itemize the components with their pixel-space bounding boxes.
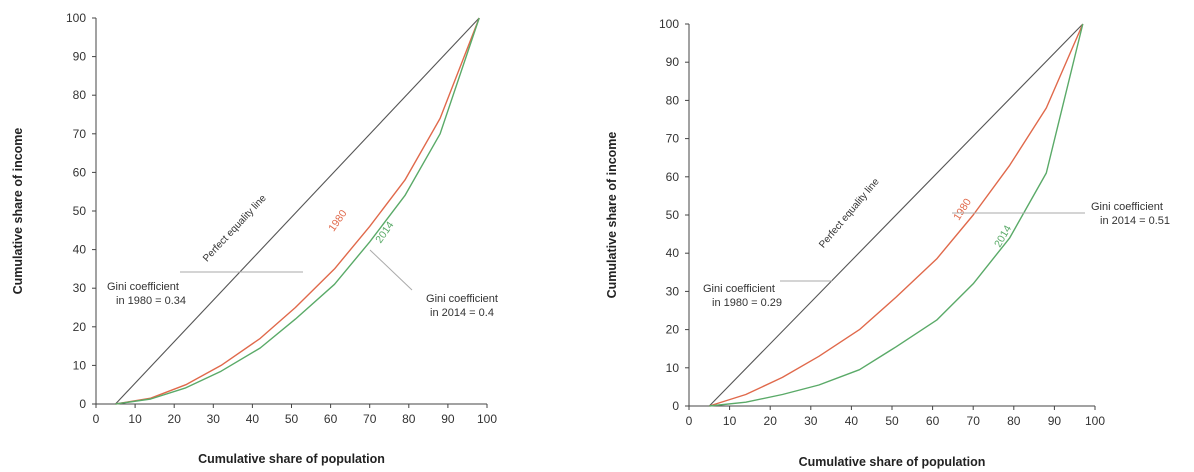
y-tick-label: 40 <box>666 246 680 260</box>
annotation-line: in 1980 = 0.29 <box>712 297 782 309</box>
annotation-line: in 1980 = 0.34 <box>116 295 186 307</box>
series-line-perfect-equality <box>708 23 1084 407</box>
y-tick-label: 50 <box>73 204 87 218</box>
y-tick-label: 10 <box>73 358 87 372</box>
x-tick-label: 60 <box>926 414 940 428</box>
gini-annotation: Gini coefficient in 1980 = 0.34 <box>107 281 186 307</box>
x-tick-label: 40 <box>845 414 859 428</box>
chart-2: 0 10 20 30 40 50 60 70 80 90 100 0 10 20 30 40 50 60 70 80 9… <box>605 17 1170 469</box>
x-tick-label: 90 <box>1048 414 1062 428</box>
x-axis-title: Cumulative share of population <box>198 452 385 466</box>
y-tick-label: 0 <box>79 397 86 411</box>
y-tick-label: 40 <box>73 243 87 257</box>
gini-annotation: Gini coefficient in 2014 = 0.4 <box>426 293 498 319</box>
y-axis-title: Cumulative share of income <box>11 128 25 295</box>
gini-annotation: Gini coefficient in 1980 = 0.29 <box>703 283 782 309</box>
x-axis-title: Cumulative share of population <box>799 455 986 469</box>
annotation-line: Gini coefficient <box>1091 201 1163 213</box>
x-tick-label: 90 <box>441 412 455 426</box>
y-axis-title: Cumulative share of income <box>605 132 619 299</box>
gini-annotation: Gini coefficient in 2014 = 0.51 <box>1091 201 1170 227</box>
annotation-line: Gini coefficient <box>107 281 179 293</box>
x-tick-label: 30 <box>207 412 221 426</box>
x-tick-label: 30 <box>804 414 818 428</box>
series-line-2014 <box>709 23 1084 407</box>
chart-1: 0 10 20 30 40 50 60 70 80 90 100 0 10 20 30 40 50 60 70 80 9… <box>11 11 498 466</box>
x-tick-label: 100 <box>1085 414 1105 428</box>
y-tick-label: 0 <box>672 399 679 413</box>
y-tick-label: 100 <box>66 11 86 25</box>
series-label-perfect-equality: Perfect equality line <box>201 193 269 265</box>
y-tick-label: 90 <box>73 50 87 64</box>
y-tick-label: 90 <box>666 55 680 69</box>
x-tick-label: 0 <box>686 414 693 428</box>
x-tick-label: 20 <box>168 412 182 426</box>
x-tick-label: 70 <box>363 412 377 426</box>
x-tick-label: 50 <box>285 412 299 426</box>
series-line-perfect-equality <box>115 17 480 405</box>
y-tick-label: 30 <box>73 281 87 295</box>
x-tick-label: 40 <box>246 412 260 426</box>
y-tick-label: 100 <box>659 17 679 31</box>
y-tick-label: 70 <box>666 132 680 146</box>
x-tick-label: 80 <box>402 412 416 426</box>
x-tick-label: 60 <box>324 412 338 426</box>
series-line-1980 <box>709 23 1084 407</box>
series-line-2014 <box>115 17 480 405</box>
y-tick-label: 60 <box>666 170 680 184</box>
annotation-line: Gini coefficient <box>426 293 498 305</box>
y-tick-label: 30 <box>666 284 680 298</box>
annotation-leader-line <box>369 249 413 291</box>
y-tick-label: 80 <box>666 93 680 107</box>
y-tick-label: 50 <box>666 208 680 222</box>
series-label-1980: 1980 <box>326 208 349 234</box>
x-tick-label: 50 <box>885 414 899 428</box>
x-tick-label: 70 <box>967 414 981 428</box>
y-tick-label: 70 <box>73 127 87 141</box>
annotation-line: in 2014 = 0.4 <box>430 307 494 319</box>
series-line-1980 <box>115 17 480 405</box>
y-tick-label: 80 <box>73 88 87 102</box>
annotation-line: in 2014 = 0.51 <box>1100 215 1170 227</box>
y-tick-label: 20 <box>73 320 87 334</box>
x-tick-label: 10 <box>128 412 142 426</box>
x-tick-label: 10 <box>723 414 737 428</box>
y-tick-label: 10 <box>666 361 680 375</box>
x-tick-label: 0 <box>93 412 100 426</box>
y-tick-label: 20 <box>666 323 680 337</box>
x-tick-label: 20 <box>764 414 778 428</box>
y-tick-label: 60 <box>73 165 87 179</box>
annotation-line: Gini coefficient <box>703 283 775 295</box>
x-tick-label: 100 <box>477 412 497 426</box>
x-tick-label: 80 <box>1007 414 1021 428</box>
series-label-2014: 2014 <box>373 219 396 245</box>
